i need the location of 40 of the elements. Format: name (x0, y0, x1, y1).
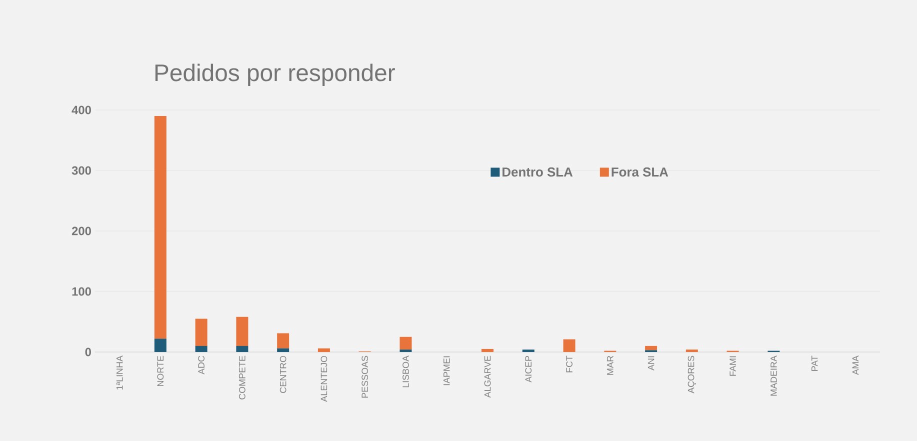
x-tick-label: ADC (198, 356, 204, 374)
bar (195, 318, 208, 346)
bar (277, 333, 290, 348)
legend-label: Dentro SLA (502, 167, 573, 177)
x-tick-label: NORTE (157, 356, 164, 386)
y-tick-label: 300 (72, 166, 91, 175)
legend-label: Fora SLA (612, 167, 668, 177)
x-tick-label: MADEIRA (770, 356, 777, 396)
x-tick-label: AÇORES (688, 356, 696, 394)
x-tick-label: 1ªLINHA (116, 356, 123, 390)
y-tick-label: 0 (85, 348, 91, 356)
bar (482, 348, 494, 352)
bar (154, 116, 166, 339)
y-tick-label: 400 (72, 106, 91, 114)
y-tick-label: 100 (72, 287, 91, 296)
bar (277, 348, 290, 352)
x-tick-label: MAR (607, 356, 614, 375)
bar (154, 338, 166, 352)
y-tick-label: 200 (72, 226, 91, 236)
x-tick-label: AICEP (525, 356, 532, 382)
x-tick-label: CENTRO (280, 356, 286, 393)
x-tick-label: COMPETE (239, 356, 246, 400)
bar (400, 336, 412, 350)
bar (195, 346, 208, 352)
x-tick-label: AMA (852, 356, 859, 375)
x-tick-label: PAT (812, 356, 818, 371)
bar (236, 316, 248, 346)
x-tick-label: PESSOAS (362, 356, 368, 398)
bar (236, 346, 248, 352)
x-tick-label: LISBOA (402, 356, 409, 388)
x-tick-label: IAPMEI (444, 356, 450, 386)
bar (645, 346, 658, 350)
x-tick-label: FCT (566, 356, 572, 372)
chart-title: Pedidos por responder (155, 64, 395, 86)
bar (318, 348, 330, 352)
x-tick-label: FAMI (730, 356, 736, 376)
bar (563, 339, 576, 352)
x-tick-label: ALENTEJO (320, 356, 328, 402)
x-tick-label: ALGARVE (484, 356, 491, 398)
x-tick-label: ANI (648, 356, 654, 370)
